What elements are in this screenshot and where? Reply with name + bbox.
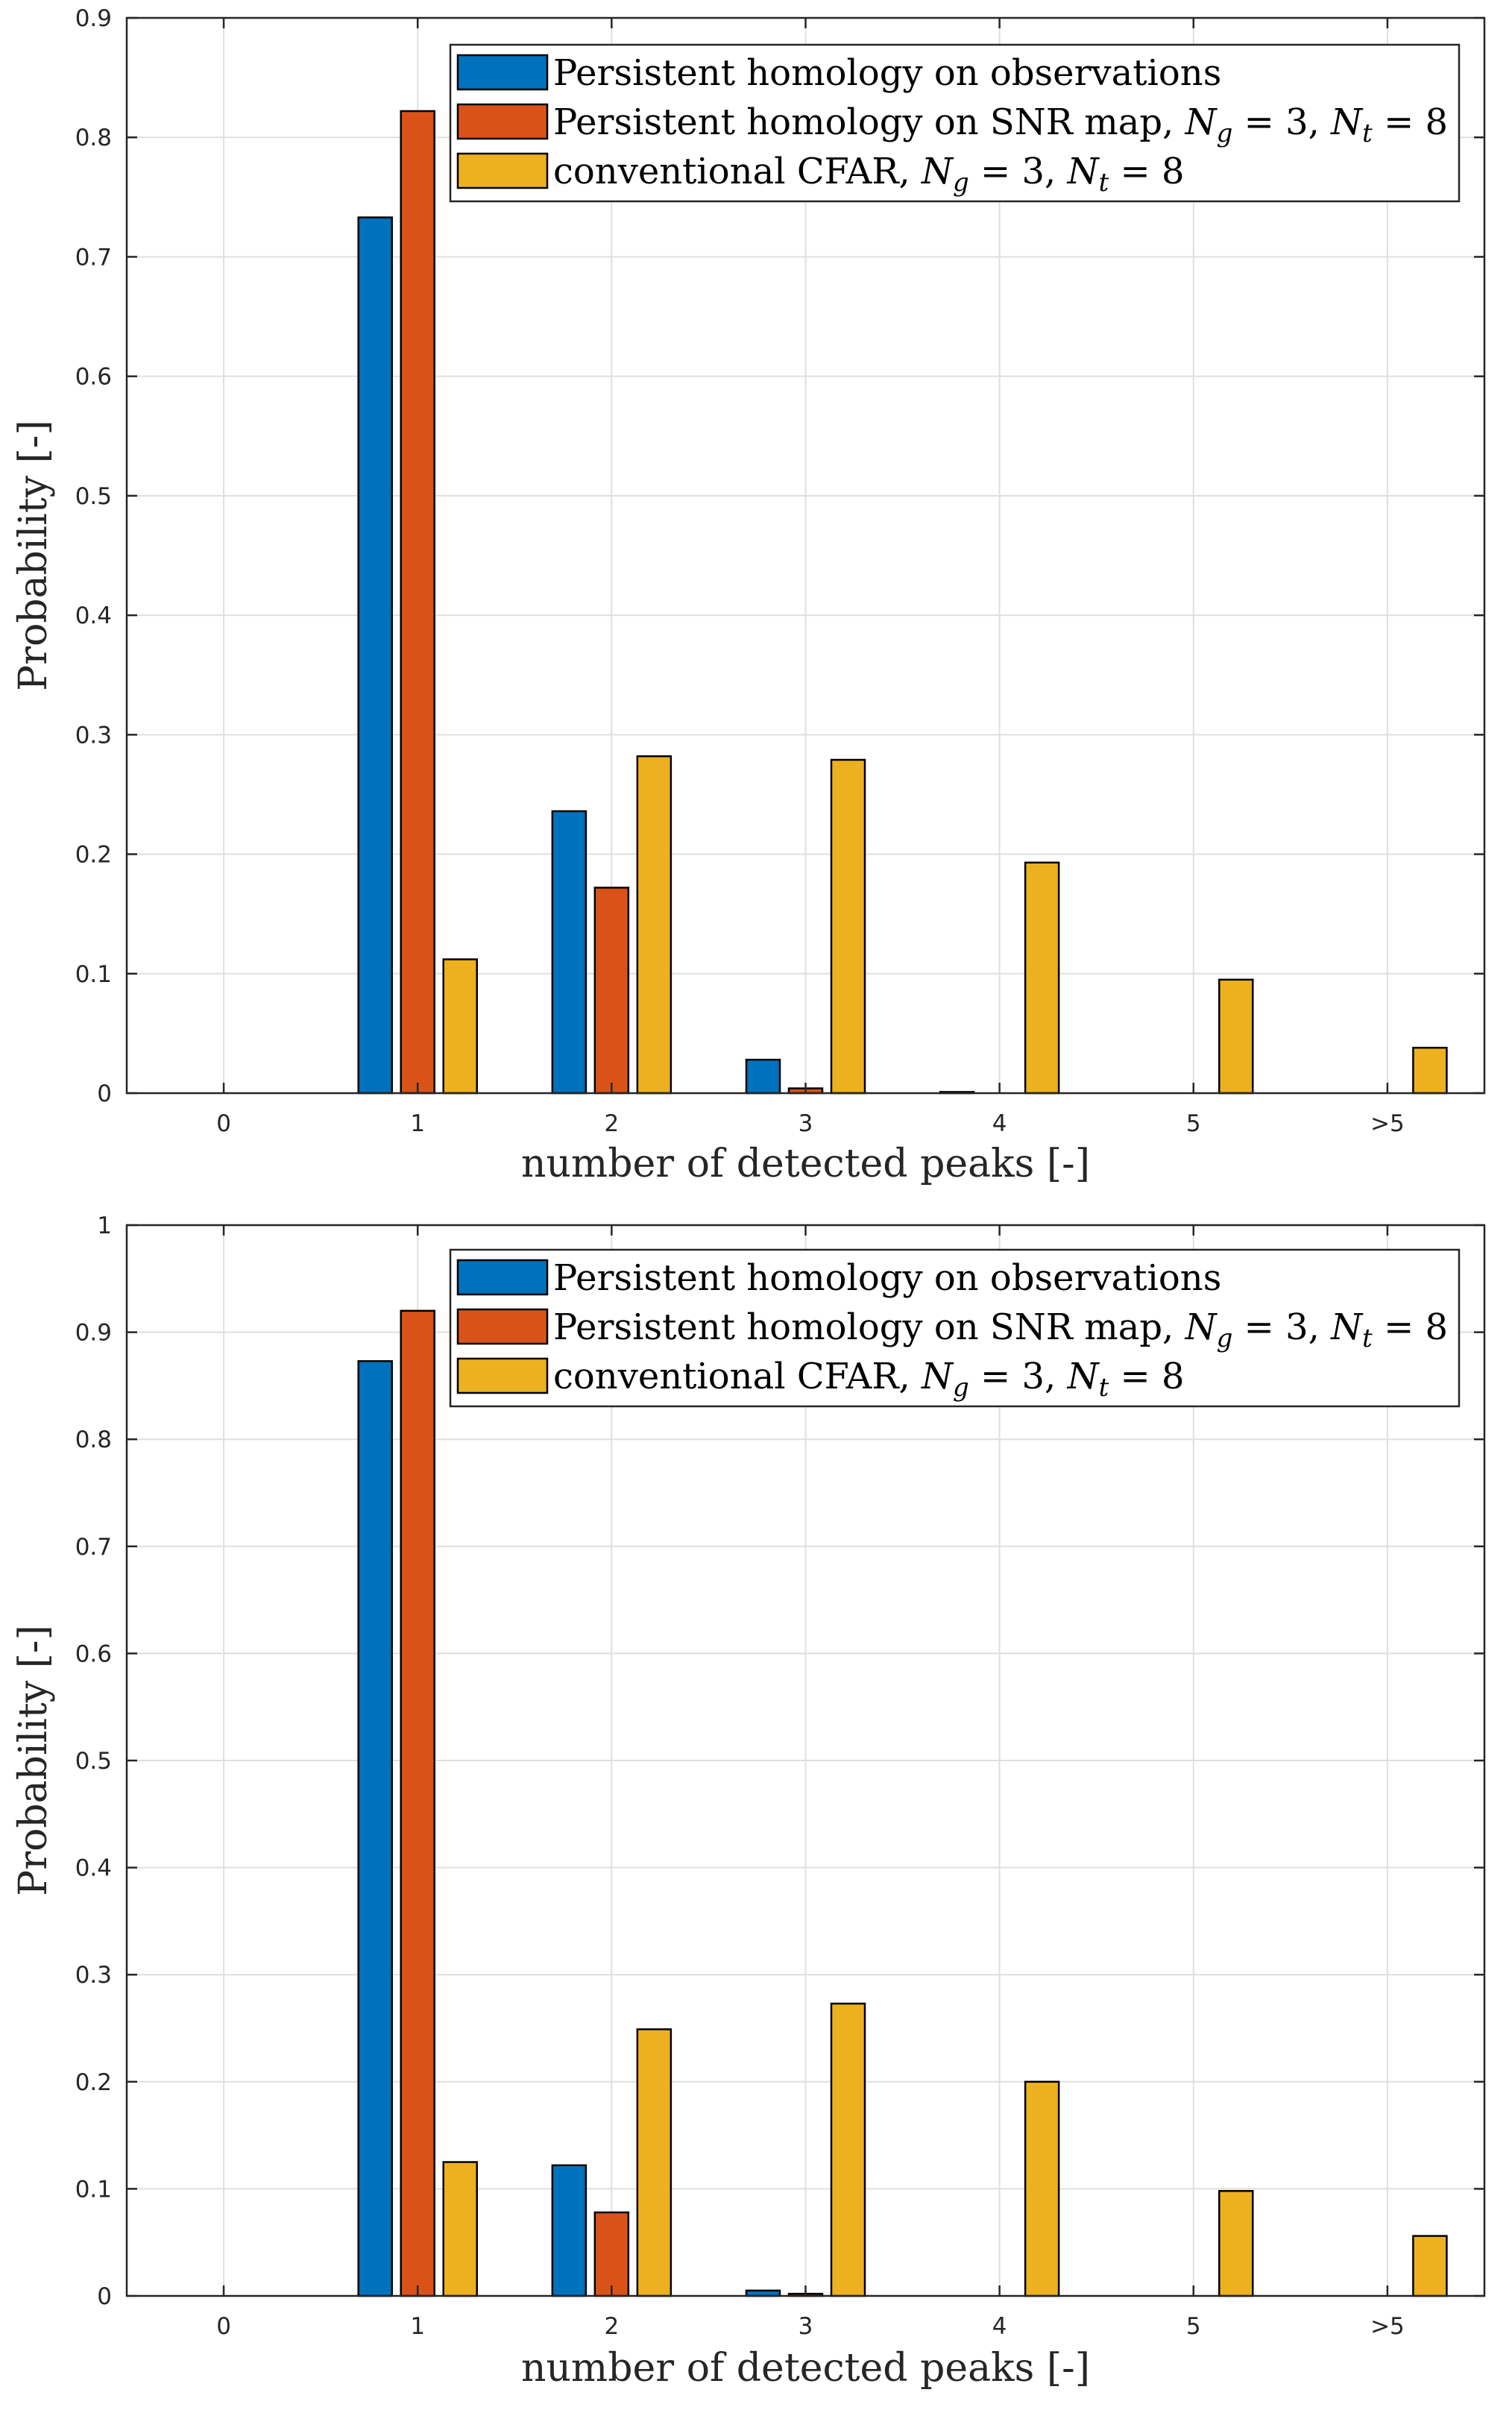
legend-box bbox=[449, 1248, 1461, 1408]
legend-swatch-2 bbox=[456, 103, 549, 140]
x-tick-label: 5 bbox=[1186, 2313, 1201, 2340]
legend-swatch-1 bbox=[456, 1259, 549, 1296]
y-tick-label: 0 bbox=[97, 1080, 112, 1107]
y-tick-label: 0.1 bbox=[75, 961, 112, 988]
y-tick-label: 0.2 bbox=[75, 842, 112, 869]
y-tick-label: 0.3 bbox=[75, 722, 112, 749]
legend-swatch-3 bbox=[456, 1357, 549, 1394]
y-tick-label: 0.3 bbox=[75, 1962, 112, 1989]
y-tick-label: 0.4 bbox=[75, 1855, 112, 1882]
y-tick-label: 0.6 bbox=[75, 364, 112, 391]
x-axis-title: number of detected peaks [-] bbox=[521, 1142, 1090, 1186]
y-tick-label: 0 bbox=[97, 2283, 112, 2310]
chart-panel-2: 0 0.1 0.2 0.3 0.4 0.5 0.6 0.7 0.8 0.9 1 0 1 2 3 4 5 >5 num… bbox=[11, 1212, 1486, 2391]
x-tick-label: 1 bbox=[410, 2313, 425, 2340]
x-tick-label: 0 bbox=[216, 1110, 231, 1137]
y-tick-label: 0.7 bbox=[75, 244, 112, 271]
chart-panel-1: 0 0.1 0.2 0.3 0.4 0.5 0.6 0.7 0.8 0.9 0 1 2 3 4 5 >5 numb… bbox=[11, 5, 1486, 1186]
legend-swatch-1 bbox=[456, 54, 549, 91]
legend: Persistent homology on observations Persi… bbox=[449, 43, 1461, 203]
legend-swatch-3 bbox=[456, 152, 549, 189]
bar-series-3-cat-4 bbox=[1024, 2080, 1060, 2297]
bar-series-1-cat-2 bbox=[551, 810, 588, 1095]
y-tick-label: 0.9 bbox=[75, 5, 112, 32]
legend-swatch-2 bbox=[456, 1308, 549, 1345]
x-tick-label: 3 bbox=[798, 1110, 813, 1137]
y-tick-label: 1 bbox=[97, 1212, 112, 1239]
x-tick-label: 5 bbox=[1186, 1110, 1201, 1137]
legend-label: conventional CFAR, Ng = 3, Nt = 8 bbox=[553, 1356, 1185, 1403]
y-tick-label: 0.8 bbox=[75, 1426, 112, 1453]
legend-label: Persistent homology on SNR map, Ng = 3, … bbox=[553, 1306, 1448, 1353]
legend-label: conventional CFAR, Ng = 3, Nt = 8 bbox=[553, 151, 1185, 198]
legend: Persistent homology on observations Persi… bbox=[449, 1248, 1461, 1408]
x-tick-label: >5 bbox=[1370, 2313, 1405, 2340]
x-tick-label: 2 bbox=[604, 1110, 619, 1137]
bar-series-2-cat-1 bbox=[400, 1309, 435, 2297]
x-tick-label: 1 bbox=[410, 1110, 425, 1137]
bar-series-3-cat-4 bbox=[1024, 861, 1060, 1095]
legend-label: Persistent homology on observations bbox=[553, 1257, 1221, 1299]
legend-box bbox=[449, 43, 1461, 203]
x-tick-label: 4 bbox=[992, 2313, 1007, 2340]
y-tick-label: 0.2 bbox=[75, 2069, 112, 2096]
y-tick-label: 0.9 bbox=[75, 1320, 112, 1347]
legend-label: Persistent homology on observations bbox=[553, 52, 1221, 94]
y-tick-label: 0.7 bbox=[75, 1534, 112, 1561]
y-tick-label: 0.5 bbox=[75, 483, 112, 510]
y-tick-label: 0.6 bbox=[75, 1640, 112, 1667]
x-tick-label: >5 bbox=[1370, 1110, 1405, 1137]
y-tick-label: 0.5 bbox=[75, 1748, 112, 1775]
x-axis-title: number of detected peaks [-] bbox=[521, 2346, 1090, 2391]
y-tick-label: 0.1 bbox=[75, 2176, 112, 2203]
legend-label: Persistent homology on SNR map, Ng = 3, … bbox=[553, 101, 1448, 148]
bar-series-1-cat-3 bbox=[745, 1058, 781, 1095]
bar-series-3-cat-5 bbox=[1218, 978, 1254, 1095]
bar-series-3-cat-3 bbox=[830, 758, 866, 1095]
x-tick-label: 0 bbox=[216, 2313, 231, 2340]
x-tick-label: 3 bbox=[798, 2313, 813, 2340]
y-tick-label: 0.8 bbox=[75, 125, 112, 151]
bar-series-2-cat-2 bbox=[593, 887, 630, 1095]
bar-series-3-cat-1 bbox=[442, 958, 478, 1095]
ticks: 0 0.1 0.2 0.3 0.4 0.5 0.6 0.7 0.8 0.9 1 0 1 2 3 4 5 >5 bbox=[75, 1212, 1484, 2340]
ticks: 0 0.1 0.2 0.3 0.4 0.5 0.6 0.7 0.8 0.9 0 1 2 3 4 5 >5 bbox=[75, 5, 1484, 1137]
bar-series-3-cat-3 bbox=[830, 2002, 866, 2297]
y-axis-title: Probability [-] bbox=[11, 1625, 56, 1896]
bar-series-3-cat->5 bbox=[1412, 1046, 1448, 1095]
x-tick-label: 2 bbox=[604, 2313, 619, 2340]
bar-series-3-cat-1 bbox=[442, 2161, 478, 2297]
y-axis-title: Probability [-] bbox=[11, 420, 56, 691]
bar-series-2-cat-2 bbox=[593, 2211, 630, 2297]
x-tick-label: 4 bbox=[992, 1110, 1007, 1137]
bar-series-1-cat-2 bbox=[551, 2164, 588, 2297]
y-tick-label: 0.4 bbox=[75, 602, 112, 629]
